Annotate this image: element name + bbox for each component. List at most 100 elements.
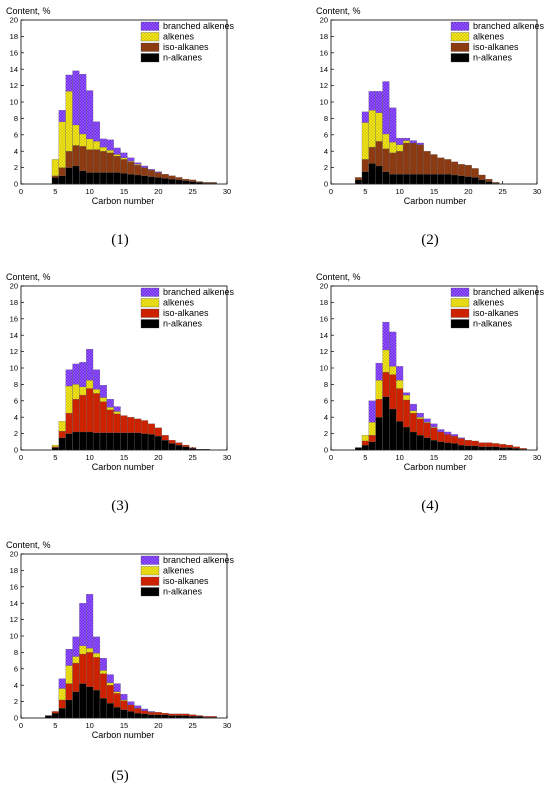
bar-n-alkanes-c7	[375, 165, 383, 185]
y-tick-label: 16	[320, 48, 328, 57]
bar-n-alkanes-c25	[189, 181, 197, 185]
y-tick-label: 12	[10, 615, 18, 624]
x-tick-label: 30	[533, 187, 541, 196]
bar-iso-alkanes-c19	[457, 438, 465, 446]
bar-n-alkanes-c11	[93, 432, 101, 451]
y-tick-label: 2	[14, 429, 18, 438]
bar-branched-alkenes-c19	[457, 437, 465, 439]
bar-branched-alkenes-c12	[409, 140, 417, 144]
x-axis-label: Carbon number	[403, 462, 467, 472]
chart-4-svg: 0 2 4 6 8 10 12 14 16 18 20 0 5 10 15 20 25 30 branched al…	[320, 282, 545, 462]
legend-label-iso-alkanes: iso-alkanes	[163, 308, 209, 318]
y-tick-label: 14	[10, 331, 18, 340]
bar-iso-alkanes-c28	[519, 448, 527, 450]
y-tick-label: 8	[324, 380, 328, 389]
y-tick-label: 16	[10, 314, 18, 323]
bar-alkenes-c12	[99, 397, 107, 402]
bar-n-alkanes-c19	[147, 714, 155, 719]
legend-label-n-alkanes: n-alkanes	[163, 587, 203, 597]
bar-n-alkanes-c26	[196, 716, 204, 719]
bar-n-alkanes-c7	[65, 699, 73, 719]
bar-branched-alkenes-c11	[93, 121, 101, 142]
bar-alkenes-c10	[396, 144, 404, 152]
bar-n-alkanes-c21	[471, 177, 479, 185]
chart-1-svg: 0 2 4 6 8 10 12 14 16 18 20 0 5 10 15 20 25 30 branched al…	[10, 16, 235, 196]
bar-alkenes-c9	[389, 142, 397, 153]
x-tick-label: 25	[498, 453, 506, 462]
y-axis-label: Content, %	[6, 6, 51, 16]
bar-branched-alkenes-c12	[409, 403, 417, 411]
bar-n-alkanes-c6	[58, 175, 66, 185]
bar-alkenes-c15	[120, 157, 128, 160]
bar-n-alkanes-c12	[99, 432, 107, 451]
bar-n-alkanes-c17	[134, 174, 142, 185]
bar-alkenes-c10	[86, 648, 94, 653]
chart-5-svg: 0 2 4 6 8 10 12 14 16 18 20 0 5 10 15 20 25 30 branched al…	[10, 550, 235, 730]
legend-swatch-iso-alkanes	[140, 42, 160, 52]
y-tick-label: 6	[14, 130, 18, 139]
bar-n-alkanes-c7	[65, 167, 73, 185]
bar-iso-alkanes-c28	[209, 182, 217, 184]
bar-iso-alkanes-c27	[202, 182, 210, 184]
x-tick-label: 5	[53, 187, 57, 196]
x-tick-label: 25	[188, 187, 196, 196]
bar-iso-alkanes-c14	[423, 422, 431, 438]
bar-iso-alkanes-c26	[196, 715, 204, 717]
y-axis-label: Content, %	[316, 6, 361, 16]
bar-n-alkanes-c25	[189, 716, 197, 719]
bar-branched-alkenes-c7	[375, 362, 383, 381]
x-tick-label: 30	[223, 187, 231, 196]
bar-iso-alkanes-c17	[444, 434, 452, 443]
bar-n-alkanes-c10	[86, 686, 94, 719]
bar-iso-alkanes-c28	[209, 716, 217, 718]
bar-iso-alkanes-c17	[134, 418, 142, 433]
bar-branched-alkenes-c6	[58, 110, 66, 122]
bar-n-alkanes-c20	[154, 177, 162, 185]
bar-n-alkanes-c25	[499, 447, 507, 451]
bar-iso-alkanes-c23	[485, 442, 493, 447]
bar-n-alkanes-c17	[134, 432, 142, 451]
chart-panel-5: Content, % 0 2 4 6 8 10 12 14 16 18 20 0 5 10 15 20 25 30…	[0, 534, 270, 789]
bar-iso-alkanes-c19	[147, 169, 155, 177]
legend-swatch-branched-alkenes	[140, 287, 160, 297]
x-tick-label: 0	[329, 187, 333, 196]
bar-n-alkanes-c14	[423, 174, 431, 185]
bar-alkenes-c9	[389, 366, 397, 375]
y-tick-label: 14	[320, 331, 328, 340]
chart-panel-4: Content, % 0 2 4 6 8 10 12 14 16 18 20 0 5 10 15 20 25 30…	[276, 266, 546, 526]
bar-n-alkanes-c9	[79, 683, 87, 719]
bar-iso-alkanes-c12	[409, 412, 417, 433]
bar-iso-alkanes-c17	[134, 165, 142, 176]
bar-iso-alkanes-c22	[168, 175, 176, 180]
bar-alkenes-c14	[113, 411, 121, 415]
bar-n-alkanes-c13	[106, 703, 114, 719]
bar-alkenes-c11	[403, 394, 411, 401]
bar-n-alkanes-c15	[120, 432, 128, 451]
bar-n-alkanes-c20	[154, 714, 162, 719]
bar-n-alkanes-c8	[72, 691, 80, 719]
bar-iso-alkanes-c7	[375, 399, 383, 418]
x-tick-label: 10	[395, 453, 403, 462]
bar-n-alkanes-c10	[396, 174, 404, 185]
bar-iso-alkanes-c21	[471, 440, 479, 447]
y-tick-label: 8	[14, 648, 18, 657]
y-tick-label: 0	[14, 180, 18, 189]
legend-swatch-alkenes	[140, 298, 160, 308]
bar-iso-alkanes-c6	[368, 435, 376, 442]
legend-swatch-iso-alkanes	[140, 576, 160, 586]
legend-label-iso-alkanes: iso-alkanes	[473, 308, 519, 318]
y-axis-label: Content, %	[316, 272, 361, 282]
bar-iso-alkanes-c9	[389, 152, 397, 175]
bar-n-alkanes-c19	[147, 434, 155, 451]
bar-iso-alkanes-c6	[58, 699, 66, 709]
bar-n-alkanes-c22	[168, 443, 176, 451]
bar-alkenes-c11	[93, 141, 101, 150]
bar-branched-alkenes-c7	[65, 369, 73, 387]
y-tick-label: 0	[324, 180, 328, 189]
y-tick-label: 20	[10, 282, 18, 291]
bar-n-alkanes-c4	[354, 447, 362, 451]
bar-branched-alkenes-c15	[430, 423, 438, 428]
bar-branched-alkenes-c6	[368, 400, 376, 423]
legend-label-alkenes: alkenes	[473, 32, 505, 42]
chart-panel-2: Content, % 0 2 4 6 8 10 12 14 16 18 20 0 5 10 15 20 25 30…	[276, 0, 546, 260]
